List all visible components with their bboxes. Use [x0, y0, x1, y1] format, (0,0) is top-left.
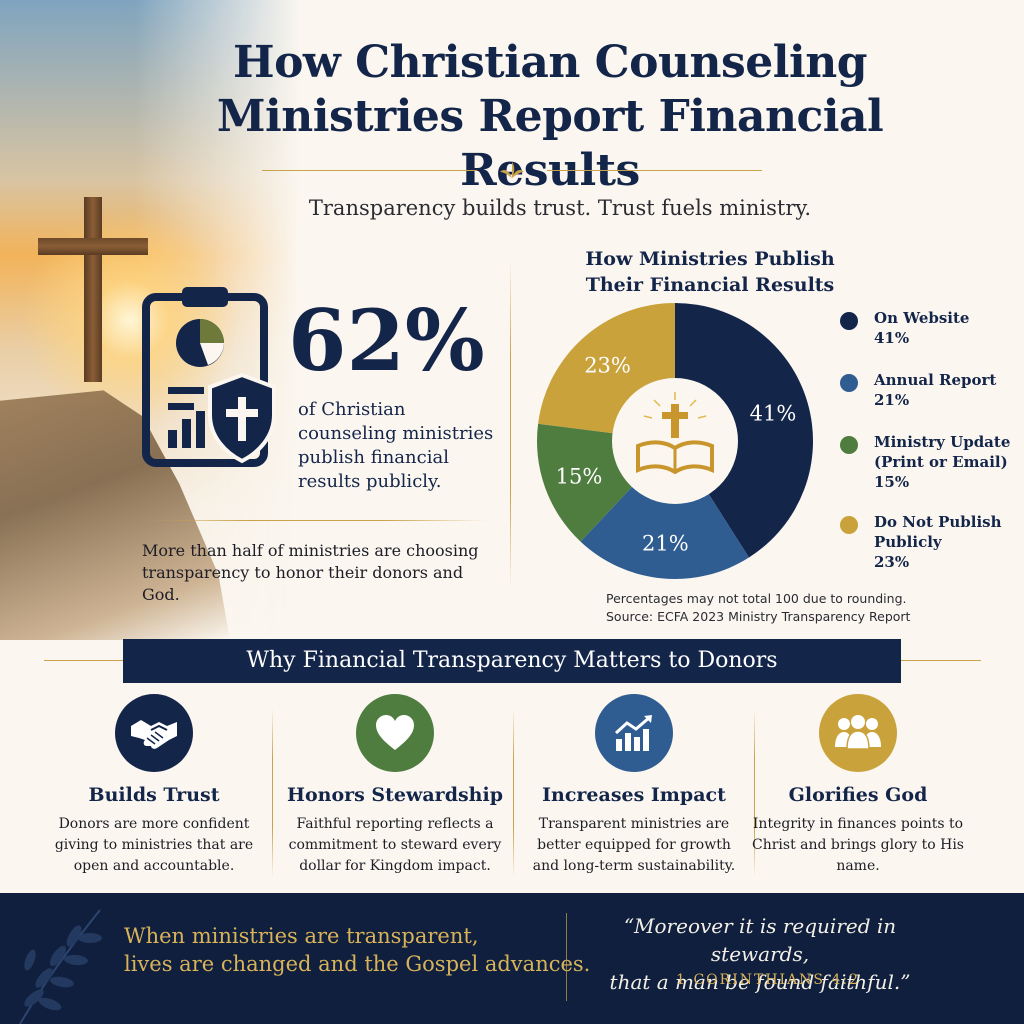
- benefit-glorifies-god: Glorifies God Integrity in finances poin…: [738, 694, 978, 877]
- pie-data-label-1: 21%: [642, 532, 689, 556]
- benefit-text: Donors are more confident giving to mini…: [54, 816, 254, 874]
- legend-value: 23%: [874, 553, 910, 571]
- legend-label: On Website: [874, 309, 970, 327]
- people-icon: [819, 694, 897, 772]
- band-rule-right: [901, 660, 981, 661]
- benefit-honors-stewardship: Honors Stewardship Faithful reporting re…: [275, 694, 515, 877]
- legend-value: 15%: [874, 473, 910, 491]
- legend-dot: [840, 374, 858, 392]
- chart-title: How Ministries Publish Their Financial R…: [585, 248, 835, 296]
- subtitle: Transparency builds trust. Trust fuels m…: [308, 196, 812, 220]
- divider: [142, 520, 487, 521]
- wooden-cross-beam: [38, 238, 148, 255]
- footer-separator: [566, 913, 567, 1001]
- cross-bible-icon: [636, 392, 714, 475]
- benefit-separator: [754, 708, 755, 878]
- benefit-title: Builds Trust: [88, 784, 220, 806]
- handshake-icon: [115, 694, 193, 772]
- rounding-note: Percentages may not total 100 due to rou…: [606, 591, 907, 606]
- quote-line-2: that a man be found faithful.”: [609, 970, 911, 994]
- quote-line-1: “Moreover it is required in stewards,: [623, 914, 897, 966]
- stat-description: of Christian counseling ministries publi…: [298, 399, 494, 492]
- donut-hole: [612, 378, 738, 504]
- footer: [0, 893, 1024, 1024]
- benefit-builds-trust: Builds Trust Donors are more confident g…: [34, 694, 274, 877]
- legend-dot: [840, 312, 858, 330]
- benefit-text: Faithful reporting reflects a commitment…: [288, 816, 502, 874]
- pie-slice-1: [580, 441, 749, 579]
- title-line-2: Ministries Report Financial Results: [216, 91, 884, 196]
- pie-data-label-3: 23%: [584, 353, 631, 377]
- benefit-title: Glorifies God: [788, 784, 928, 806]
- title-ornament: [262, 162, 762, 178]
- pie-data-label-2: 15%: [556, 465, 603, 489]
- leaf-ornament-icon: [500, 162, 524, 178]
- footer-message-line-2: lives are changed and the Gospel advance…: [124, 952, 591, 976]
- legend-dot: [840, 516, 858, 534]
- title-line-1: How Christian Counseling: [233, 37, 867, 88]
- pie-slice-0: [675, 303, 813, 558]
- legend-label: Ministry Update (Print or Email): [874, 433, 1011, 471]
- benefit-separator: [513, 708, 514, 878]
- legend-dot: [840, 436, 858, 454]
- vertical-divider: [510, 260, 511, 590]
- benefit-text: Integrity in finances points to Christ a…: [752, 816, 964, 874]
- benefit-title: Honors Stewardship: [287, 784, 503, 806]
- footer-message-line-1: When ministries are transparent,: [124, 924, 479, 948]
- wooden-cross-icon: [84, 197, 102, 382]
- page-title: How Christian Counseling Ministries Repo…: [150, 36, 950, 198]
- heart-icon: [356, 694, 434, 772]
- chart-notes: Percentages may not total 100 due to rou…: [606, 590, 910, 626]
- benefit-separator: [272, 708, 273, 878]
- legend-label: Annual Report: [874, 371, 997, 389]
- donut-chart: 41% 21% 15% 23%: [537, 303, 813, 579]
- stat-percentage: 62%: [288, 291, 485, 390]
- pie-data-label-0: 41%: [750, 402, 797, 426]
- growth-chart-icon: [595, 694, 673, 772]
- stat-summary: More than half of ministries are choosin…: [142, 541, 479, 604]
- benefit-title: Increases Impact: [542, 784, 726, 806]
- scripture-quote: “Moreover it is required in stewards, th…: [580, 912, 940, 996]
- olive-branch-icon: [19, 909, 102, 1024]
- legend-value: 41%: [874, 329, 910, 347]
- clipboard-shield-icon: [142, 287, 276, 467]
- band-rule-left: [44, 660, 124, 661]
- benefit-text: Transparent ministries are better equipp…: [532, 816, 736, 874]
- legend-label: Do Not Publish Publicly: [874, 513, 1002, 551]
- section-heading: Why Financial Transparency Matters to Do…: [123, 639, 901, 683]
- legend-value: 21%: [874, 391, 910, 409]
- benefit-increases-impact: Increases Impact Transparent ministries …: [514, 694, 754, 877]
- source-note: Source: ECFA 2023 Ministry Transparency …: [606, 609, 911, 624]
- footer-message: When ministries are transparent, lives a…: [124, 922, 590, 978]
- scripture-reference: 1 CORINTHIANS 4:2: [676, 972, 860, 988]
